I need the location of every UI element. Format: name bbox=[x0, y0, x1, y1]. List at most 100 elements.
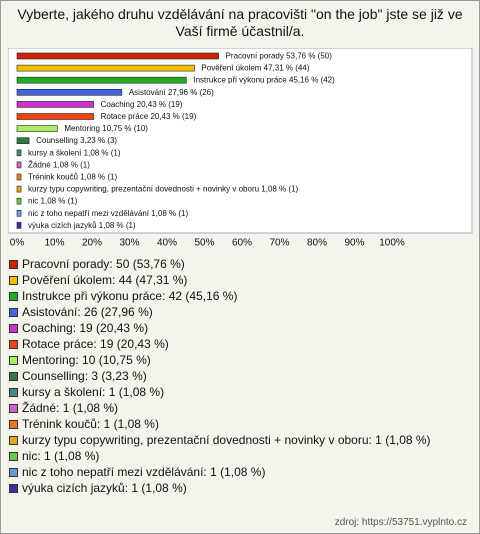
value-label: 1,08 % (1) bbox=[53, 161, 90, 170]
legend-label: výuka cizích jazyků: 1 (1,08 %) bbox=[22, 481, 187, 495]
legend-label: Asistování: 26 (27,96 %) bbox=[22, 305, 153, 319]
x-tick-label: 40% bbox=[157, 238, 177, 249]
category-label: Counselling bbox=[36, 136, 78, 145]
legend-label: nic z toho nepatří mezi vzdělávání: 1 (1… bbox=[22, 465, 266, 479]
category-label: Pracovní porady bbox=[226, 52, 284, 61]
bar-label: Rotace práce 20,43 % (19) bbox=[101, 112, 197, 121]
category-label: Coaching bbox=[101, 100, 135, 109]
legend-label: Mentoring: 10 (10,75 %) bbox=[22, 353, 151, 367]
legend-label: Trénink koučů: 1 (1,08 %) bbox=[22, 417, 159, 431]
legend-swatch bbox=[9, 468, 18, 477]
category-label: Rotace práce bbox=[101, 112, 149, 121]
value-label: 1,08 % (1) bbox=[41, 197, 78, 206]
chart-title: Vyberte, jakého druhu vzdělávání na prac… bbox=[17, 6, 463, 39]
bar-label: nic 1,08 % (1) bbox=[28, 197, 78, 206]
value-label: 20,43 % (19) bbox=[137, 100, 183, 109]
legend-item: Counselling: 3 (3,23 %) bbox=[8, 368, 464, 384]
bar-label: Asistování 27,96 % (26) bbox=[129, 88, 214, 97]
chart: 0% 10% 20% 30% 40% 50% 60% 70% 80% 90% 100% Pracovn… bbox=[8, 48, 473, 249]
source: zdroj: https://53751.vyplnto.cz bbox=[334, 517, 467, 528]
x-tick-label: 10% bbox=[44, 238, 64, 249]
bar bbox=[16, 88, 123, 96]
x-tick-label: 30% bbox=[119, 238, 139, 249]
bar bbox=[16, 161, 22, 169]
legend-item: Instrukce při výkonu práce: 42 (45,16 %) bbox=[8, 288, 464, 304]
bar-label: Counselling 3,23 % (3) bbox=[36, 136, 117, 145]
legend-item: Coaching: 19 (20,43 %) bbox=[8, 320, 464, 336]
category-label: kursy a školení bbox=[28, 148, 82, 157]
value-label: 53,76 % (50) bbox=[286, 52, 332, 61]
value-label: 27,96 % (26) bbox=[168, 88, 214, 97]
bar-label: Trénink koučů 1,08 % (1) bbox=[28, 173, 117, 182]
legend-swatch bbox=[9, 452, 18, 461]
legend-item: Asistování: 26 (27,96 %) bbox=[8, 304, 464, 320]
value-label: 3,23 % (3) bbox=[80, 136, 117, 145]
legend-label: Rotace práce: 19 (20,43 %) bbox=[22, 337, 169, 351]
bar bbox=[16, 197, 22, 205]
legend-swatch bbox=[9, 372, 18, 381]
legend-swatch bbox=[9, 324, 18, 333]
category-label: Pověření úkolem bbox=[201, 64, 261, 73]
legend-label: Counselling: 3 (3,23 %) bbox=[22, 369, 147, 383]
value-label: 1,08 % (1) bbox=[151, 209, 188, 218]
category-label: Žádné bbox=[28, 161, 51, 170]
legend-item: Pověření úkolem: 44 (47,31 %) bbox=[8, 272, 464, 288]
legend-swatch bbox=[9, 388, 18, 397]
bar bbox=[16, 137, 30, 144]
legend-item: Pracovní porady: 50 (53,76 %) bbox=[8, 256, 464, 272]
x-tick-label: 50% bbox=[194, 238, 214, 249]
legend-item: výuka cizích jazyků: 1 (1,08 %) bbox=[8, 480, 464, 496]
legend-label: Pracovní porady: 50 (53,76 %) bbox=[22, 257, 185, 271]
legend-swatch bbox=[9, 484, 18, 493]
legend-swatch bbox=[9, 260, 18, 269]
legend-item: kurzy typu copywriting, prezentační dove… bbox=[8, 432, 464, 448]
value-label: 1,08 % (1) bbox=[99, 221, 136, 230]
legend-swatch bbox=[9, 292, 18, 301]
legend-item: nic z toho nepatří mezi vzdělávání: 1 (1… bbox=[8, 464, 464, 480]
legend-swatch bbox=[9, 404, 18, 413]
legend-swatch bbox=[9, 356, 18, 365]
x-tick-label: 90% bbox=[344, 238, 364, 249]
legend: Pracovní porady: 50 (53,76 %) Pověření úk… bbox=[8, 256, 464, 496]
bar bbox=[16, 210, 22, 217]
x-tick-label: 80% bbox=[307, 238, 327, 249]
legend-label: Pověření úkolem: 44 (47,31 %) bbox=[22, 273, 188, 287]
legend-label: Coaching: 19 (20,43 %) bbox=[22, 321, 149, 335]
category-label: nic z toho nepatří mezi vzdělávání bbox=[28, 209, 150, 218]
category-label: výuka cizích jazyků bbox=[28, 221, 96, 230]
legend-item: Trénink koučů: 1 (1,08 %) bbox=[8, 416, 464, 432]
bar bbox=[16, 125, 58, 132]
bar-label: nic z toho nepatří mezi vzdělávání 1,08 … bbox=[28, 209, 188, 218]
bar-label: kurzy typu copywriting, prezentační dove… bbox=[28, 185, 298, 194]
x-tick-label: 20% bbox=[82, 238, 102, 249]
category-label: kurzy typu copywriting, prezentační dove… bbox=[28, 185, 259, 194]
value-label: 1,08 % (1) bbox=[80, 173, 117, 182]
bar bbox=[16, 76, 187, 84]
bar bbox=[16, 222, 22, 229]
value-label: 45,16 % (42) bbox=[289, 76, 335, 85]
category-label: nic bbox=[28, 197, 38, 206]
legend-swatch bbox=[9, 436, 18, 445]
legend-label: Instrukce při výkonu práce: 42 (45,16 %) bbox=[22, 289, 238, 303]
legend-label: kurzy typu copywriting, prezentační dove… bbox=[22, 433, 431, 447]
value-label: 1,08 % (1) bbox=[84, 148, 121, 157]
category-label: Asistování bbox=[129, 88, 167, 97]
x-tick-label: 70% bbox=[269, 238, 289, 249]
value-label: 1,08 % (1) bbox=[261, 185, 298, 194]
bar bbox=[16, 185, 22, 193]
bar-label: Mentoring 10,75 % (10) bbox=[64, 124, 148, 133]
legend-swatch bbox=[9, 276, 18, 285]
bar bbox=[16, 101, 94, 108]
legend-swatch bbox=[9, 308, 18, 317]
bar-label: Coaching 20,43 % (19) bbox=[101, 100, 183, 109]
category-label: Instrukce při výkonu práce bbox=[193, 76, 287, 85]
legend-item: kursy a školení: 1 (1,08 %) bbox=[8, 384, 464, 400]
value-label: 47,31 % (44) bbox=[264, 64, 310, 73]
bar bbox=[16, 113, 94, 120]
legend-label: kursy a školení: 1 (1,08 %) bbox=[22, 385, 165, 399]
x-tick-label: 100% bbox=[379, 238, 405, 249]
legend-swatch bbox=[9, 420, 18, 429]
x-tick-label: 60% bbox=[232, 238, 252, 249]
category-label: Trénink koučů bbox=[28, 173, 78, 182]
legend-item: Rotace práce: 19 (20,43 %) bbox=[8, 336, 464, 352]
